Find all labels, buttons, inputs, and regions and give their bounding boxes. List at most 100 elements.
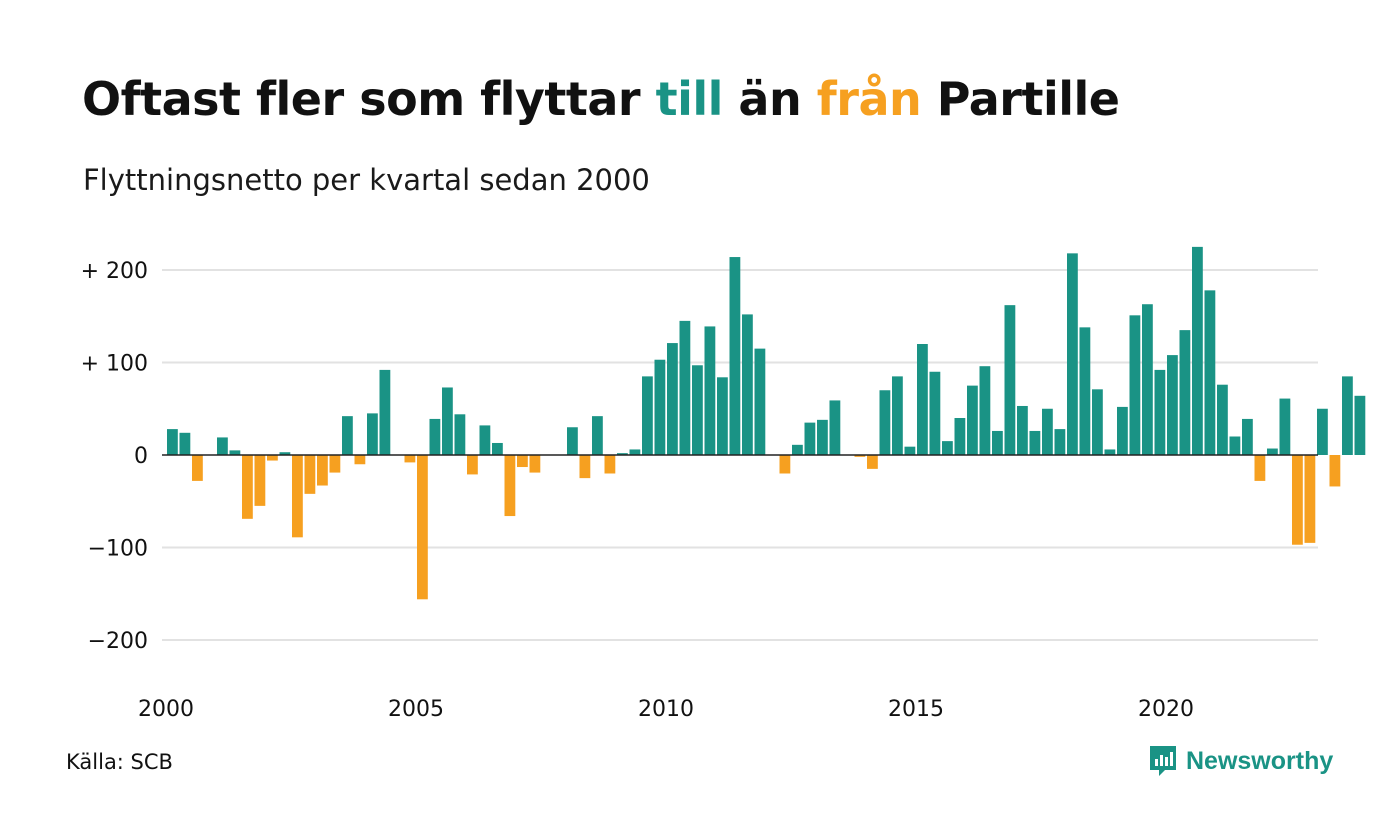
bar bbox=[892, 376, 903, 455]
bar bbox=[904, 446, 916, 455]
bar bbox=[1142, 304, 1153, 455]
y-tick-label: + 200 bbox=[81, 259, 148, 284]
bar bbox=[379, 369, 391, 455]
title-text-1: Oftast fler som flyttar bbox=[82, 72, 656, 126]
bar bbox=[1279, 398, 1291, 455]
bar bbox=[467, 455, 478, 475]
bar bbox=[829, 400, 841, 455]
bar bbox=[867, 455, 878, 469]
bar bbox=[579, 455, 591, 479]
bar bbox=[592, 416, 603, 455]
bar bbox=[654, 359, 666, 455]
bar bbox=[604, 455, 616, 474]
bar bbox=[1042, 408, 1053, 455]
axis-labels: + 200 + 100 0 −100 −200 2000 2005 2010 2015 2020 bbox=[81, 259, 1194, 722]
bar bbox=[1117, 406, 1128, 455]
bar bbox=[179, 432, 191, 455]
bars bbox=[167, 246, 1366, 600]
bar bbox=[479, 425, 491, 455]
bar bbox=[1067, 253, 1078, 455]
bar bbox=[417, 455, 428, 600]
bar bbox=[917, 344, 928, 455]
bar bbox=[492, 442, 503, 455]
bar bbox=[779, 455, 791, 474]
bar bbox=[517, 455, 528, 468]
bar bbox=[792, 444, 803, 455]
bar bbox=[742, 314, 753, 455]
bar bbox=[1004, 305, 1016, 455]
bar bbox=[354, 455, 366, 465]
bar bbox=[1267, 448, 1278, 455]
bar bbox=[1304, 455, 1316, 543]
bar bbox=[1167, 355, 1178, 455]
bar bbox=[217, 437, 228, 455]
bar bbox=[367, 413, 378, 455]
newsworthy-logo-text: Newsworthy bbox=[1186, 746, 1334, 775]
y-tick-label: 0 bbox=[134, 444, 148, 469]
bar bbox=[1104, 449, 1116, 455]
bar bbox=[979, 366, 991, 455]
bar bbox=[617, 453, 628, 455]
bar bbox=[304, 455, 316, 494]
bar bbox=[804, 422, 816, 455]
bar bbox=[1317, 408, 1328, 455]
bar bbox=[317, 455, 328, 486]
bar bbox=[242, 455, 253, 519]
bar bbox=[879, 390, 891, 455]
bar bbox=[717, 377, 728, 455]
x-tick-label: 2010 bbox=[638, 697, 694, 722]
bar bbox=[754, 348, 766, 455]
bar bbox=[1354, 395, 1366, 455]
y-tick-label: −100 bbox=[88, 537, 148, 562]
title-text-fran: från bbox=[816, 72, 922, 126]
bar bbox=[1242, 418, 1253, 455]
newsworthy-logo-icon bbox=[1150, 746, 1176, 776]
bar bbox=[642, 376, 653, 455]
bar bbox=[954, 418, 966, 455]
title-text-5: Partille bbox=[921, 72, 1120, 126]
bar bbox=[1017, 405, 1028, 455]
bar bbox=[1329, 455, 1341, 487]
title-text-till: till bbox=[655, 72, 724, 126]
bar bbox=[1079, 327, 1091, 455]
bar bbox=[1029, 430, 1041, 455]
bar bbox=[404, 455, 416, 463]
bar bbox=[1229, 436, 1241, 455]
bar bbox=[1154, 369, 1166, 455]
bar bbox=[1292, 455, 1303, 545]
x-tick-label: 2000 bbox=[138, 697, 194, 722]
bar bbox=[279, 452, 291, 455]
bar bbox=[567, 427, 578, 455]
bar bbox=[504, 455, 516, 517]
newsworthy-logo[interactable]: Newsworthy bbox=[1148, 744, 1333, 778]
bar bbox=[454, 414, 466, 455]
bar bbox=[967, 385, 978, 455]
x-tick-label: 2005 bbox=[388, 697, 444, 722]
x-tick-label: 2015 bbox=[888, 697, 944, 722]
bar bbox=[329, 455, 341, 473]
bar bbox=[1342, 376, 1353, 455]
bar bbox=[729, 257, 741, 455]
bar bbox=[442, 387, 453, 455]
chart-title: Oftast fler som flyttar till än från Par… bbox=[82, 72, 1120, 126]
source-note: Källa: SCB bbox=[66, 750, 173, 774]
bar bbox=[1254, 455, 1266, 481]
bar bbox=[854, 455, 866, 457]
bar bbox=[1217, 384, 1228, 455]
bar bbox=[267, 455, 278, 461]
bar bbox=[1129, 315, 1141, 455]
title-text-3: än bbox=[722, 72, 817, 126]
bar bbox=[1092, 389, 1103, 455]
bar bbox=[1204, 290, 1216, 455]
bar bbox=[254, 455, 266, 506]
bar bbox=[292, 455, 303, 538]
bar bbox=[942, 441, 953, 455]
bar bbox=[342, 416, 353, 455]
bar bbox=[629, 449, 641, 455]
bar bbox=[667, 343, 678, 455]
chart-subtitle: Flyttningsnetto per kvartal sedan 2000 bbox=[83, 163, 650, 197]
bar bbox=[817, 419, 828, 455]
bar bbox=[229, 450, 241, 455]
bar bbox=[704, 326, 716, 455]
